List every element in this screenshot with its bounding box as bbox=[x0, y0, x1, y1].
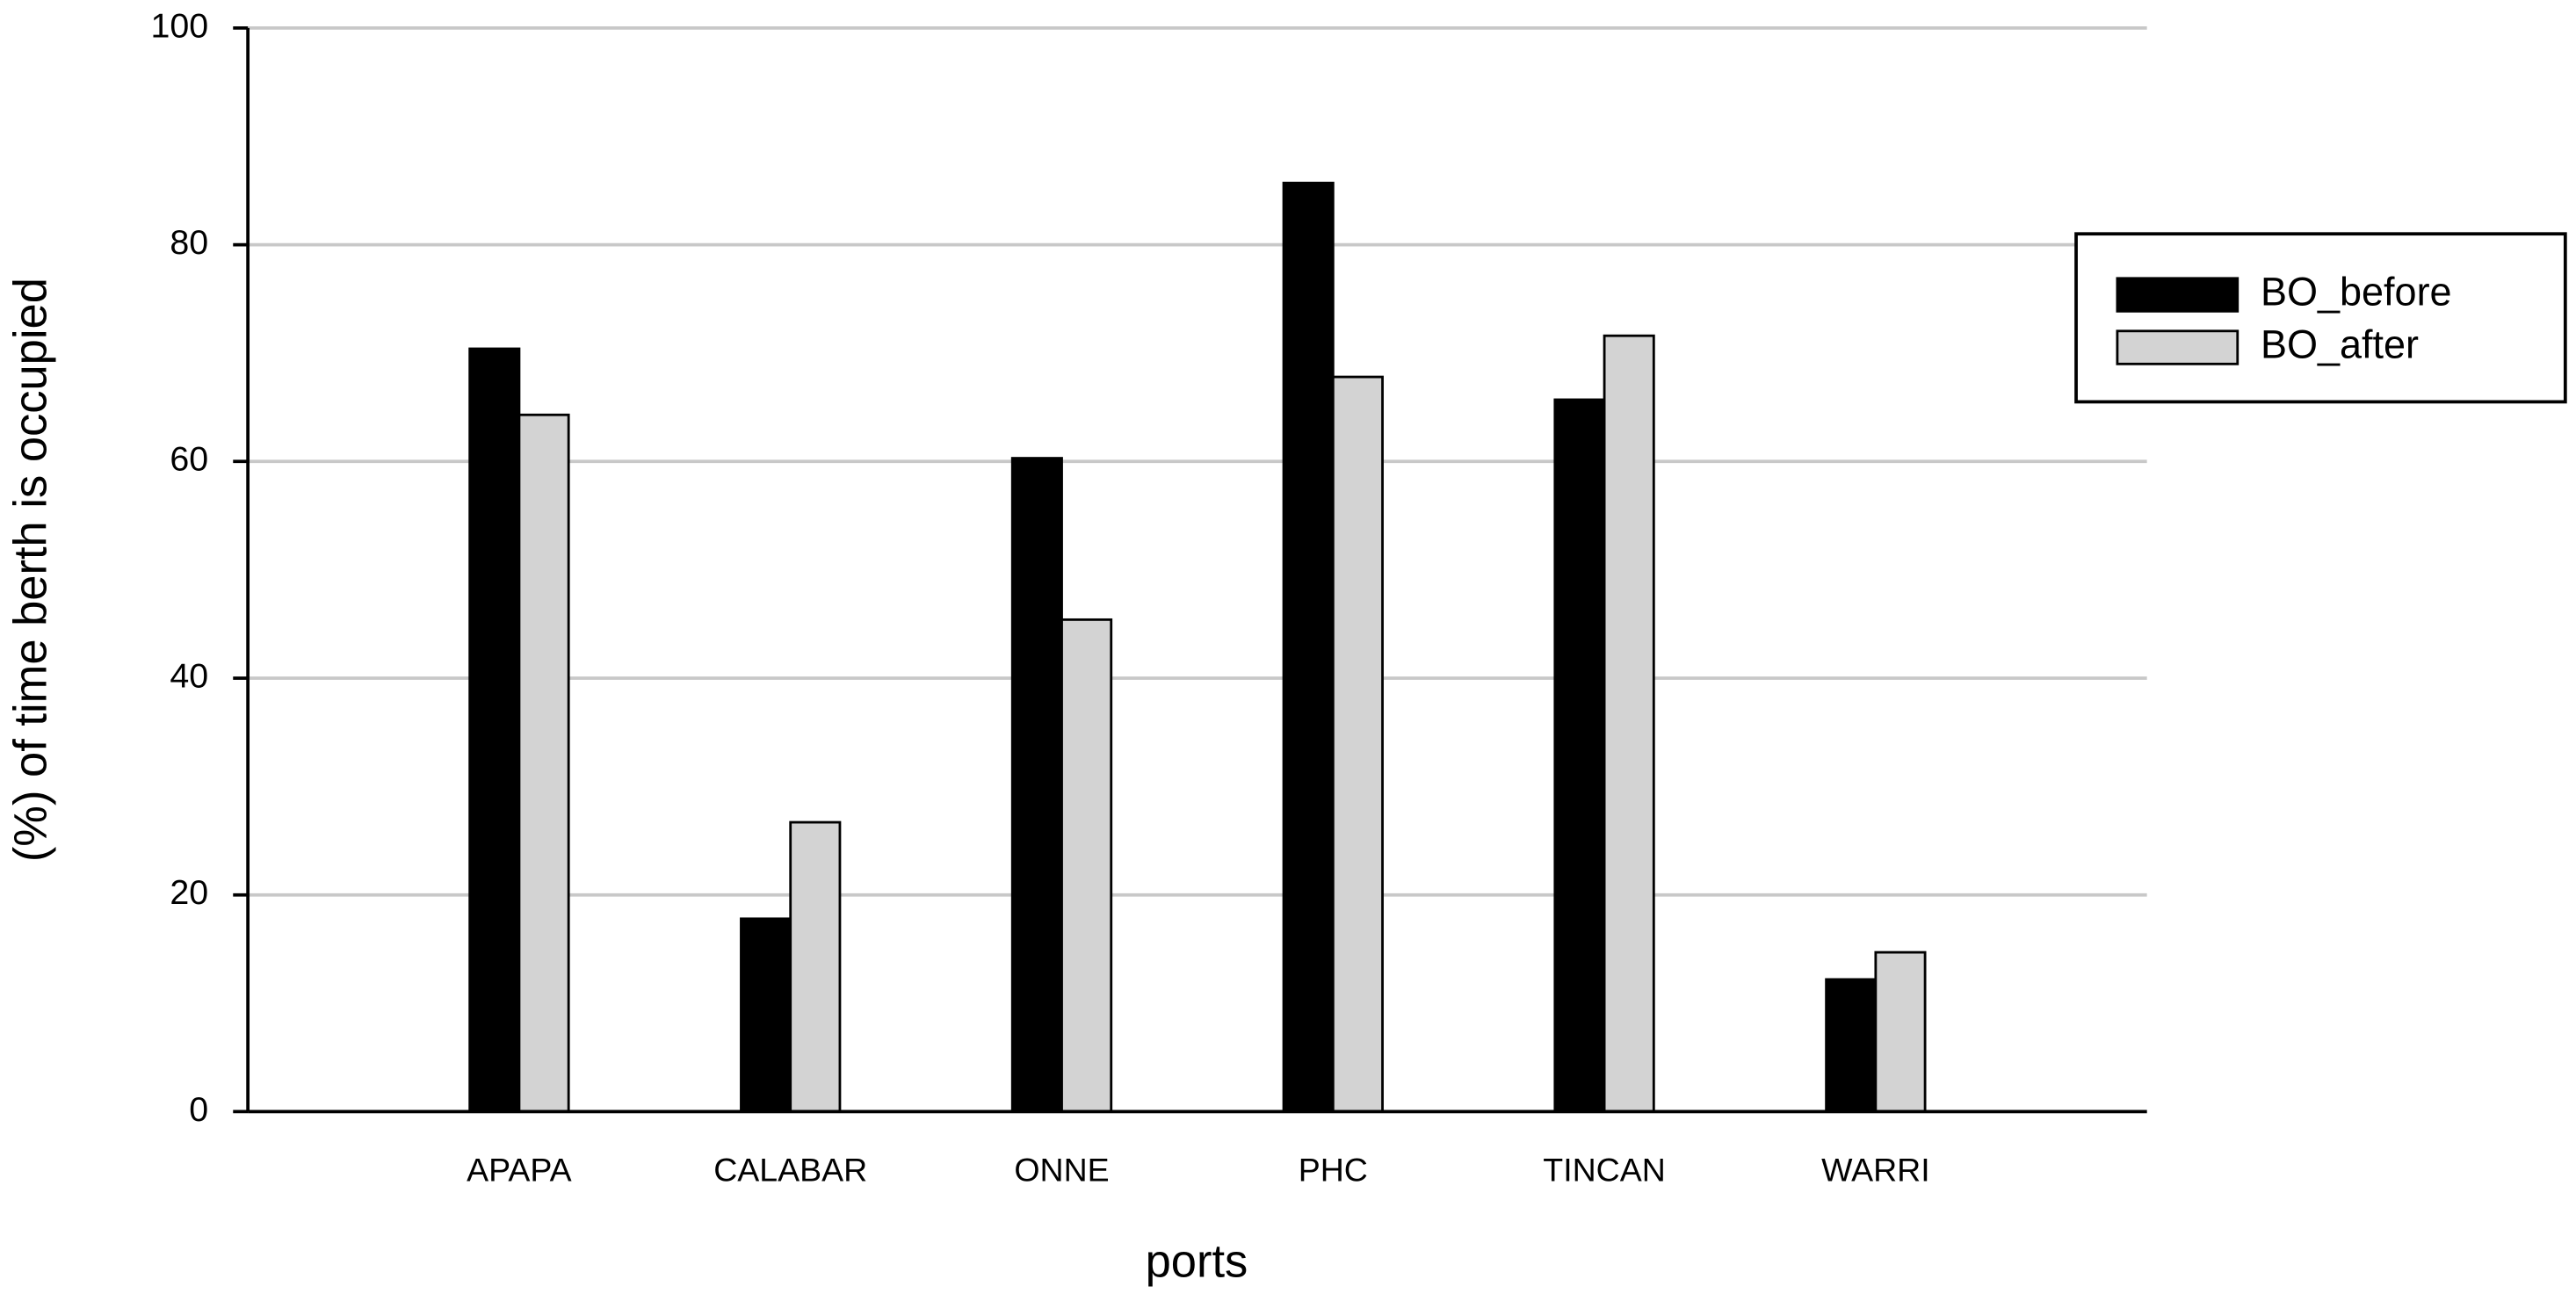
x-tick-label: TINCAN bbox=[1543, 1152, 1666, 1189]
y-tick-label: 100 bbox=[150, 6, 208, 45]
legend-label: BO_before bbox=[2261, 269, 2452, 314]
bar bbox=[1060, 618, 1113, 1113]
x-tick-label: ONNE bbox=[1014, 1152, 1109, 1189]
legend-box bbox=[2074, 232, 2567, 404]
y-tick-label: 40 bbox=[170, 656, 208, 695]
y-tick-label: 0 bbox=[189, 1090, 208, 1129]
bar bbox=[1825, 978, 1878, 1113]
x-tick-label: WARRI bbox=[1821, 1152, 1930, 1189]
x-tick-label: PHC bbox=[1299, 1152, 1368, 1189]
x-tick-label: CALABAR bbox=[713, 1152, 867, 1189]
bar bbox=[789, 820, 842, 1113]
x-tick-label: APAPA bbox=[467, 1152, 571, 1189]
y-tick-label: 60 bbox=[170, 440, 208, 479]
legend-swatch bbox=[2116, 329, 2240, 365]
y-tick-label: 20 bbox=[170, 873, 208, 912]
bar bbox=[1282, 181, 1335, 1113]
bar bbox=[740, 917, 792, 1113]
legend-label: BO_after bbox=[2261, 322, 2419, 366]
bar bbox=[1010, 457, 1063, 1113]
y-axis-title: (%) of time berth is occupied bbox=[4, 278, 56, 862]
bar bbox=[517, 413, 570, 1113]
y-tick-label: 80 bbox=[170, 223, 208, 262]
bar bbox=[1603, 334, 1655, 1113]
bar bbox=[1553, 398, 1606, 1113]
bar bbox=[1331, 375, 1384, 1113]
legend-swatch bbox=[2116, 277, 2240, 313]
bar bbox=[1874, 950, 1927, 1113]
bar bbox=[468, 347, 521, 1113]
x-axis-title: ports bbox=[1146, 1236, 1248, 1288]
